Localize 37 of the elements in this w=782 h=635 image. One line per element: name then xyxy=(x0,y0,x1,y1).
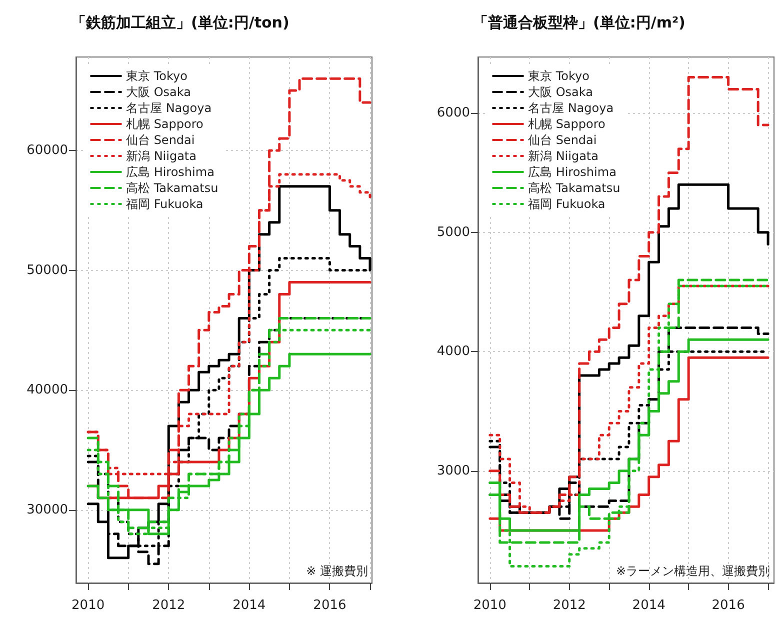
y-tick-label: 60000 xyxy=(26,142,68,158)
x-tick-label: 2012 xyxy=(152,598,186,613)
legend-label: 名古屋 Nagoya xyxy=(528,101,614,115)
legend-label: 大阪 Osaka xyxy=(528,85,593,99)
legend-label: 名古屋 Nagoya xyxy=(126,101,212,115)
legend-label: 新潟 Niigata xyxy=(126,149,196,163)
x-tick-label: 2016 xyxy=(712,598,745,613)
x-tick-label: 2010 xyxy=(72,598,105,613)
chart-title: 「鉄筋加工組立」(単位:円/ton) xyxy=(71,14,290,32)
x-tick-label: 2012 xyxy=(552,598,586,613)
y-tick-label: 4000 xyxy=(436,344,470,360)
x-tick-label: 2016 xyxy=(313,598,346,613)
legend-label: 広島 Hiroshima xyxy=(528,165,616,179)
y-tick-label: 3000 xyxy=(436,463,470,478)
x-tick-label: 2014 xyxy=(232,598,266,613)
legend-label: 仙台 Sendai xyxy=(126,133,195,147)
legend-label: 福岡 Fukuoka xyxy=(528,197,606,211)
legend-label: 大阪 Osaka xyxy=(126,85,191,99)
legend-label: 札幌 Sapporo xyxy=(126,117,204,131)
y-tick-label: 30000 xyxy=(26,502,68,518)
legend-label: 高松 Takamatsu xyxy=(528,181,620,195)
legend-label: 東京 Tokyo xyxy=(126,69,188,83)
legend-label: 札幌 Sapporo xyxy=(528,117,606,131)
legend-label: 新潟 Niigata xyxy=(528,149,598,163)
y-tick-label: 5000 xyxy=(436,224,470,240)
annotation: ※ 運搬費別 xyxy=(306,564,368,578)
chart-title: 「普通合板型枠」(単位:円/m²) xyxy=(473,14,686,32)
legend-label: 広島 Hiroshima xyxy=(126,165,214,179)
x-tick-label: 2014 xyxy=(632,598,666,613)
legend-label: 福岡 Fukuoka xyxy=(126,197,204,211)
legend-label: 高松 Takamatsu xyxy=(126,181,218,195)
y-tick-label: 50000 xyxy=(26,262,68,278)
legend-label: 東京 Tokyo xyxy=(528,69,590,83)
y-tick-label: 40000 xyxy=(26,382,68,398)
y-tick-label: 6000 xyxy=(436,106,470,121)
legend-label: 仙台 Sendai xyxy=(528,133,597,147)
x-tick-label: 2010 xyxy=(473,598,506,613)
